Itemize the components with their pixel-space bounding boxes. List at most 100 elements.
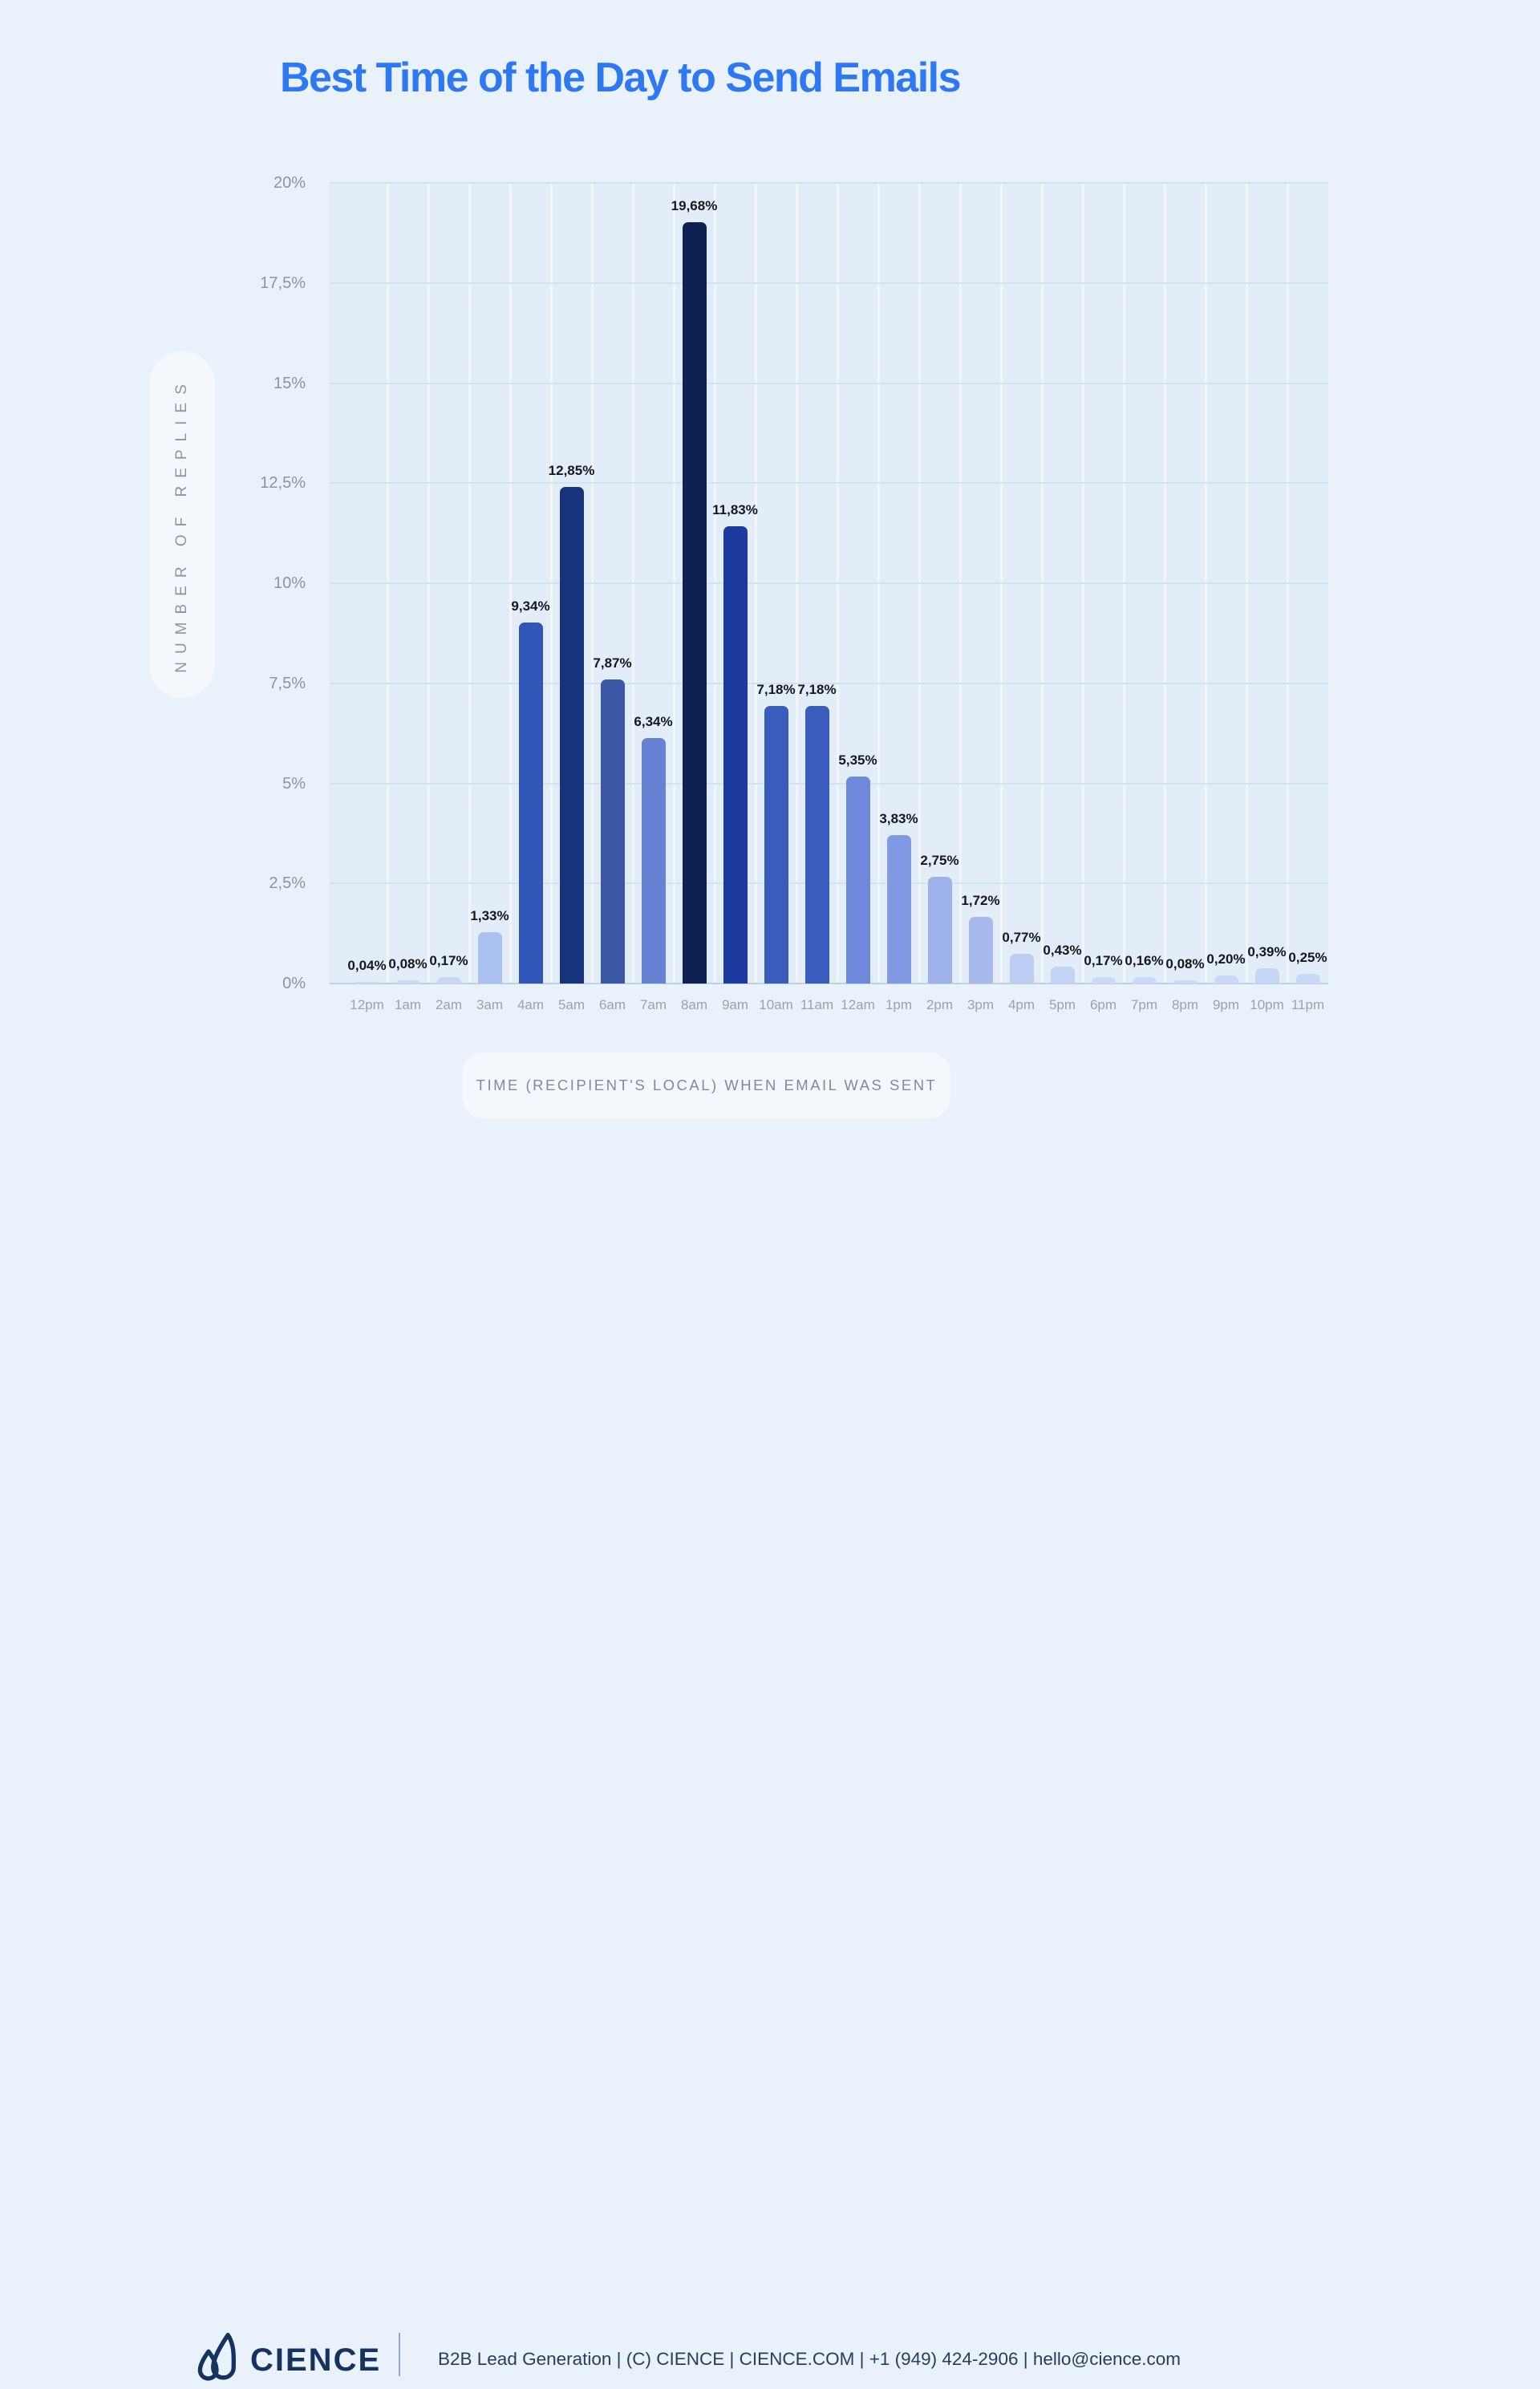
bar-7pm xyxy=(1132,977,1157,984)
x-tick-label: 2pm xyxy=(926,997,954,1012)
chart-title: Best Time of the Day to Send Emails xyxy=(279,55,962,101)
bar-4pm xyxy=(1009,954,1034,984)
bar-6pm xyxy=(1091,977,1116,984)
bar-2pm xyxy=(927,877,952,984)
y-axis-title-pill: NUMBER OF REPLIES xyxy=(149,351,215,698)
bar-value-label: 7,18% xyxy=(756,682,796,697)
bar-value-label: 7,87% xyxy=(593,655,632,671)
bar-value-label: 2,75% xyxy=(920,853,959,868)
y-tick-label: 2,5% xyxy=(269,874,306,893)
y-tick-label: 17,5% xyxy=(260,274,306,292)
bar-4am xyxy=(518,623,543,984)
bar-6am xyxy=(600,679,625,984)
x-tick-label: 12pm xyxy=(350,997,384,1012)
bar-12pm xyxy=(355,982,379,984)
x-axis-title-pill: TIME (RECIPIENT'S LOCAL) WHEN EMAIL WAS … xyxy=(463,1053,950,1118)
bar-value-label: 0,16% xyxy=(1125,953,1164,968)
bar-value-label: 5,35% xyxy=(838,752,877,768)
x-tick-label: 9am xyxy=(721,997,749,1012)
x-tick-label: 6pm xyxy=(1089,997,1117,1012)
bar-value-label: 7,18% xyxy=(797,682,837,697)
y-tick-label: 7,5% xyxy=(269,674,306,692)
bar-value-label: 9,34% xyxy=(511,598,550,614)
x-tick-label: 10pm xyxy=(1250,997,1284,1012)
gridline xyxy=(330,282,1328,284)
x-tick-label: 5pm xyxy=(1048,997,1076,1012)
footer-divider xyxy=(399,2333,400,2376)
x-tick-label: 8pm xyxy=(1171,997,1199,1012)
footer: CIENCE B2B Lead Generation | (C) CIENCE … xyxy=(0,1155,1540,2381)
x-tick-label: 12am xyxy=(841,997,875,1012)
bar-12am xyxy=(845,777,870,984)
bar-7am xyxy=(641,738,666,984)
bar-2am xyxy=(436,977,461,984)
gridline xyxy=(330,482,1328,485)
bar-value-label: 19,68% xyxy=(671,198,718,213)
gridline xyxy=(330,182,1328,184)
x-tick-label: 2am xyxy=(435,997,463,1012)
bar-9pm xyxy=(1214,975,1238,984)
bar-chart: 0% 2,5% 5% 7,5% 10% 12,5% 15% 17,5% 20% 0,04% 12pm… xyxy=(0,0,1540,1123)
bar-value-label: 0,25% xyxy=(1288,950,1327,965)
bar-value-label: 0,17% xyxy=(1084,953,1123,968)
brand-wordmark: CIENCE xyxy=(250,2342,382,2378)
bar-5pm xyxy=(1050,967,1075,984)
bar-8am xyxy=(682,222,707,984)
x-tick-label: 11am xyxy=(800,997,834,1012)
x-tick-label: 4am xyxy=(517,997,545,1012)
bar-10am xyxy=(764,706,788,984)
y-tick-label: 20% xyxy=(273,174,306,192)
gridline xyxy=(330,582,1328,584)
gridline xyxy=(330,882,1328,885)
x-tick-label: 1am xyxy=(394,997,422,1012)
bar-11am xyxy=(804,706,829,984)
bar-value-label: 6,34% xyxy=(634,714,673,729)
x-tick-label: 4pm xyxy=(1007,997,1035,1012)
x-axis-title: TIME (RECIPIENT'S LOCAL) WHEN EMAIL WAS … xyxy=(476,1077,938,1093)
bar-1pm xyxy=(886,835,911,984)
bar-value-label: 0,04% xyxy=(347,958,387,973)
bar-value-label: 0,20% xyxy=(1206,951,1246,967)
x-tick-label: 3am xyxy=(476,997,504,1012)
bar-8pm xyxy=(1173,980,1198,984)
bar-3pm xyxy=(968,917,993,984)
bar-value-label: 0,17% xyxy=(429,953,468,968)
x-tick-label: 8am xyxy=(680,997,708,1012)
y-tick-label: 15% xyxy=(273,374,306,392)
y-tick-label: 10% xyxy=(273,574,306,592)
x-tick-label: 7pm xyxy=(1130,997,1158,1012)
x-tick-label: 10am xyxy=(759,997,793,1012)
bar-value-label: 0,77% xyxy=(1002,930,1041,945)
x-tick-label: 7am xyxy=(639,997,667,1012)
gridline xyxy=(330,782,1328,785)
bar-value-label: 12,85% xyxy=(548,463,595,478)
bar-value-label: 0,43% xyxy=(1043,943,1082,958)
bar-value-label: 0,08% xyxy=(388,956,428,971)
x-tick-label: 5am xyxy=(557,997,586,1012)
bar-value-label: 0,08% xyxy=(1165,956,1205,971)
y-tick-label: 12,5% xyxy=(260,474,306,493)
bar-value-label: 0,39% xyxy=(1247,944,1287,959)
bar-11pm xyxy=(1295,974,1320,984)
gridline xyxy=(330,382,1328,384)
x-axis-line xyxy=(330,983,1328,984)
bar-value-label: 1,33% xyxy=(470,908,509,923)
x-tick-label: 9pm xyxy=(1212,997,1240,1012)
bar-value-label: 1,72% xyxy=(961,893,1000,908)
bar-9am xyxy=(723,526,748,984)
x-tick-label: 6am xyxy=(598,997,626,1012)
y-tick-label: 5% xyxy=(282,774,306,793)
y-tick-label: 0% xyxy=(282,975,306,992)
bar-value-label: 3,83% xyxy=(879,811,918,826)
cience-logo xyxy=(197,2332,237,2381)
bar-3am xyxy=(477,932,502,984)
gridline xyxy=(330,682,1328,684)
x-tick-label: 3pm xyxy=(967,997,995,1012)
footer-contact-text: B2B Lead Generation | (C) CIENCE | CIENC… xyxy=(438,2349,1181,2369)
bar-5am xyxy=(559,487,584,984)
x-tick-label: 11pm xyxy=(1291,997,1325,1012)
bar-10pm xyxy=(1254,968,1279,984)
bar-1am xyxy=(395,980,420,984)
x-tick-label: 1pm xyxy=(885,997,913,1012)
bar-value-label: 11,83% xyxy=(712,502,758,517)
